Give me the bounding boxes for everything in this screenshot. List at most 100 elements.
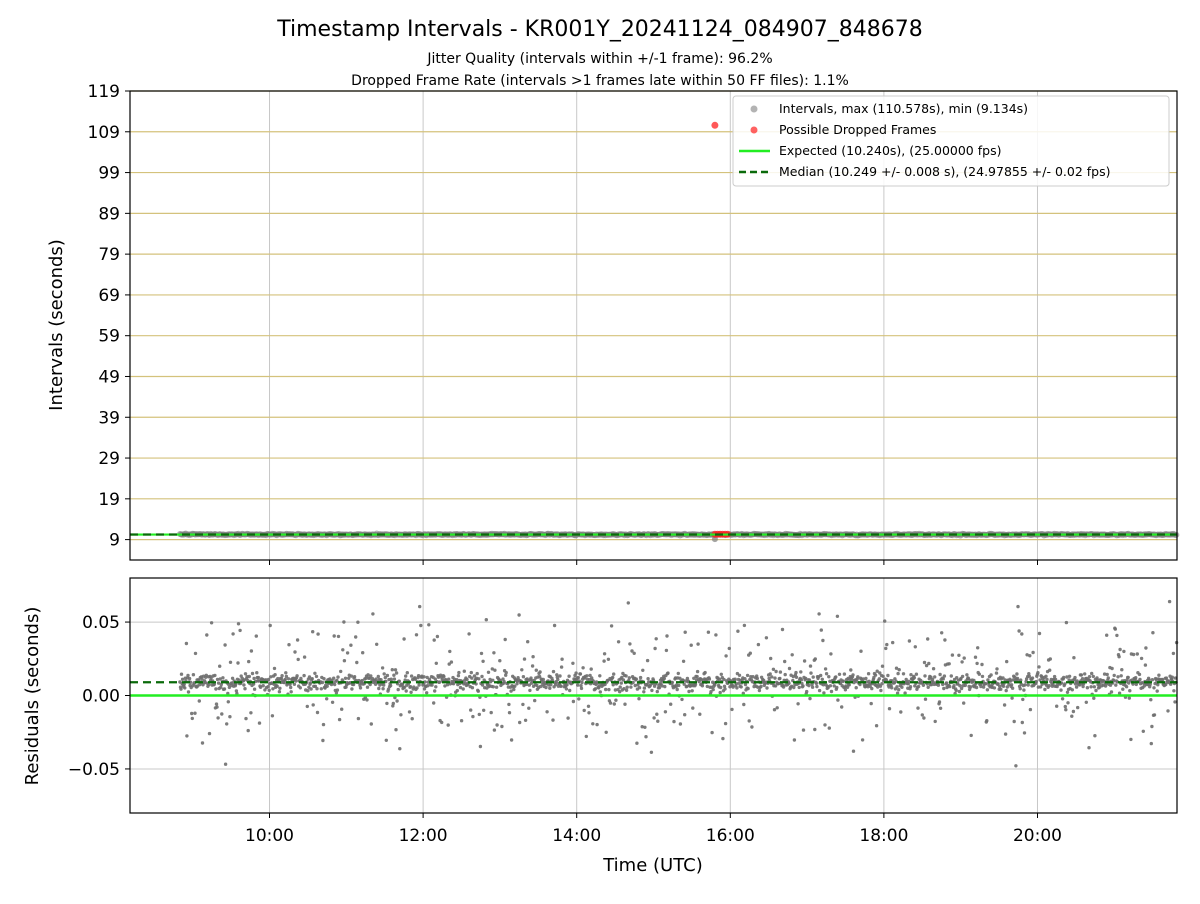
residual-point: [410, 674, 413, 677]
residual-point: [476, 672, 479, 675]
residual-point: [719, 686, 722, 689]
residual-point: [827, 675, 830, 678]
residual-point: [915, 673, 918, 676]
residual-point: [325, 697, 328, 700]
residual-point: [236, 661, 239, 664]
residual-point: [993, 686, 996, 689]
residual-point: [1071, 688, 1074, 691]
residual-point: [950, 674, 953, 677]
residual-point: [339, 670, 342, 673]
residual-point: [848, 683, 851, 686]
residual-point: [552, 670, 555, 673]
residual-point: [585, 674, 588, 677]
residual-point: [385, 702, 388, 705]
legend-dropped-marker: [751, 127, 758, 134]
residual-point: [481, 683, 484, 686]
residual-point: [1021, 721, 1024, 724]
residual-point: [980, 663, 983, 666]
residual-point: [902, 672, 905, 675]
residual-point: [818, 689, 821, 692]
residual-point: [470, 671, 473, 674]
residual-point: [385, 739, 388, 742]
residual-point: [470, 676, 473, 679]
residual-point: [650, 751, 653, 754]
residual-point: [350, 674, 353, 677]
residual-point: [418, 605, 421, 608]
residual-point: [225, 722, 228, 725]
residual-point: [639, 676, 642, 679]
residual-point: [551, 718, 554, 721]
x-tick-label-16:00: 16:00: [706, 826, 755, 846]
residual-point: [447, 723, 450, 726]
residual-point: [433, 638, 436, 641]
residual-point: [696, 642, 699, 645]
residual-point: [549, 683, 552, 686]
residual-point: [1138, 673, 1141, 676]
residual-point: [605, 731, 608, 734]
residual-point: [644, 735, 647, 738]
residual-point: [315, 687, 318, 690]
residual-point: [521, 703, 524, 706]
residual-point: [687, 690, 690, 693]
residual-point: [542, 678, 545, 681]
residual-point: [1004, 732, 1007, 735]
residual-point: [321, 681, 324, 684]
residual-point: [478, 713, 481, 716]
residual-point: [1172, 689, 1175, 692]
residual-point: [409, 685, 412, 688]
residual-point: [268, 689, 271, 692]
residual-point: [1068, 675, 1071, 678]
residual-point: [691, 689, 694, 692]
residual-point: [843, 672, 846, 675]
residual-point: [840, 705, 843, 708]
residual-point: [415, 633, 418, 636]
residual-point: [375, 643, 378, 646]
residual-point: [365, 698, 368, 701]
residual-point: [613, 702, 616, 705]
residual-point: [409, 691, 412, 694]
residual-point: [357, 717, 360, 720]
residual-point: [743, 624, 746, 627]
residual-point: [707, 631, 710, 634]
residual-point: [267, 678, 270, 681]
residual-point: [394, 728, 397, 731]
residual-point: [604, 688, 607, 691]
residual-point: [900, 686, 903, 689]
residual-point: [237, 622, 240, 625]
residual-point: [522, 675, 525, 678]
residual-point: [1044, 675, 1047, 678]
residual-point: [986, 688, 989, 691]
residual-point: [247, 729, 250, 732]
residual-point: [479, 745, 482, 748]
residual-point: [720, 673, 723, 676]
residual-point: [1055, 705, 1058, 708]
residual-point: [815, 682, 818, 685]
residual-point: [447, 678, 450, 681]
residual-point: [808, 697, 811, 700]
residual-point: [311, 630, 314, 633]
residual-point: [1093, 734, 1096, 737]
residual-point: [487, 671, 490, 674]
residual-point: [1019, 687, 1022, 690]
residual-point: [809, 671, 812, 674]
residual-point: [370, 722, 373, 725]
residual-point: [297, 658, 300, 661]
residual-point: [820, 628, 823, 631]
residual-point: [527, 707, 530, 710]
residual-point: [1063, 682, 1066, 685]
residual-point: [392, 702, 395, 705]
residual-point: [1027, 683, 1030, 686]
residual-point: [252, 677, 255, 680]
residual-point: [852, 750, 855, 753]
residual-point: [701, 684, 704, 687]
residual-point: [926, 637, 929, 640]
residual-point: [581, 666, 584, 669]
residual-point: [1128, 689, 1131, 692]
residual-point: [836, 615, 839, 618]
residual-point: [938, 673, 941, 676]
residual-point: [491, 679, 494, 682]
residual-point: [638, 686, 641, 689]
residual-point: [1002, 685, 1005, 688]
residual-point: [520, 668, 523, 671]
residual-point: [626, 686, 629, 689]
